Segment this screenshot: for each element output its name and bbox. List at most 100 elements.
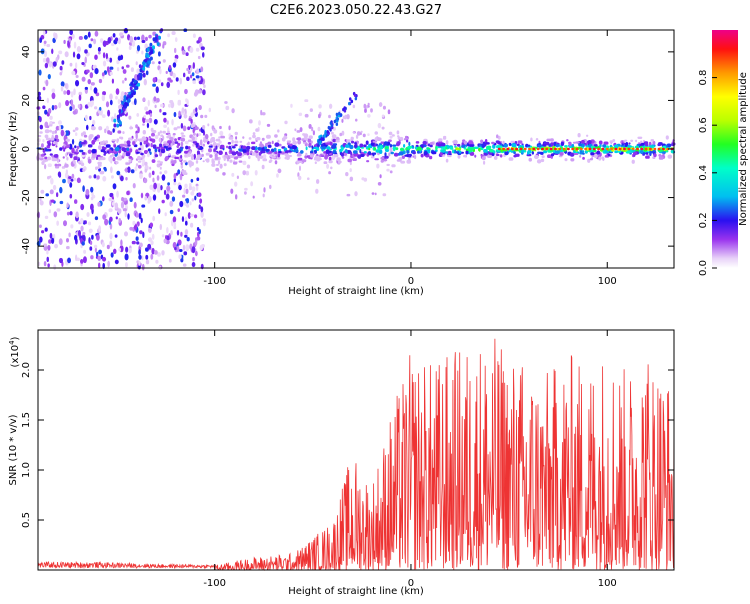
heatmap-cell (44, 62, 49, 69)
heatmap-cell (260, 109, 263, 116)
heatmap-cell (344, 149, 348, 152)
heatmap-cell (183, 160, 187, 163)
heatmap-cell (219, 125, 222, 130)
heatmap-cell (114, 37, 119, 42)
heatmap-cell (374, 131, 378, 135)
heatmap-cell (159, 151, 163, 157)
heatmap-cell (355, 118, 358, 122)
heatmap-cell (152, 45, 155, 50)
heatmap-cell (367, 102, 370, 106)
heatmap-cell (184, 88, 188, 95)
heatmap-cell (60, 81, 65, 87)
heatmap-cell (532, 147, 536, 151)
heatmap-cell (113, 248, 117, 254)
heatmap-cell (652, 140, 656, 145)
heatmap-cell (381, 126, 385, 130)
heatmap-cell (176, 149, 182, 154)
heatmap-cell (144, 106, 148, 111)
heatmap-cell (172, 62, 177, 68)
heatmap-cell (194, 89, 199, 96)
heatmap-cell (177, 89, 180, 95)
heatmap-cell (147, 243, 152, 250)
heatmap-cell (439, 152, 443, 156)
heatmap-cell (400, 160, 406, 164)
heatmap-cell (58, 124, 61, 131)
heatmap-cell (65, 100, 70, 107)
heatmap-cell (370, 108, 373, 113)
heatmap-cell (202, 220, 206, 227)
heatmap-cell (138, 147, 142, 151)
heatmap-cell (503, 143, 508, 148)
spectrogram-ytick-label: 0 (21, 146, 32, 152)
heatmap-cell (389, 144, 393, 148)
heatmap-cell (106, 244, 110, 250)
heatmap-cell (661, 147, 665, 151)
heatmap-cell (105, 125, 109, 131)
heatmap-cell (126, 144, 131, 147)
heatmap-cell (185, 52, 189, 56)
heatmap-cell (244, 187, 248, 191)
heatmap-cell (564, 158, 568, 162)
heatmap-cell (82, 185, 85, 192)
spectrogram-ticks: -100 0 100 -40 -20 0 20 40 (21, 30, 674, 287)
heatmap-cell (172, 216, 177, 223)
heatmap-cell (607, 153, 611, 157)
heatmap-cell (90, 100, 94, 106)
heatmap-cell (109, 66, 114, 70)
heatmap-cell (71, 33, 75, 39)
heatmap-cell (109, 216, 113, 222)
heatmap-cell (144, 196, 147, 201)
heatmap-cell (135, 212, 139, 218)
heatmap-cell (151, 233, 155, 240)
heatmap-cell (468, 140, 473, 145)
snr-xtick-label: 0 (408, 578, 414, 589)
heatmap-cell (143, 78, 147, 86)
heatmap-cell (69, 106, 73, 111)
heatmap-cell (106, 150, 110, 154)
heatmap-cell (137, 138, 142, 141)
heatmap-cell (445, 158, 449, 163)
heatmap-cell (195, 47, 200, 52)
heatmap-cell (555, 144, 560, 147)
heatmap-cell (62, 178, 66, 184)
heatmap-cell (296, 137, 300, 141)
heatmap-cell (172, 72, 176, 79)
heatmap-cell (116, 138, 119, 144)
heatmap-cell (101, 72, 105, 77)
heatmap-cell (283, 135, 288, 140)
heatmap-cell (192, 62, 195, 69)
heatmap-cell (53, 105, 58, 110)
heatmap-cell (200, 206, 204, 213)
heatmap-cell (138, 265, 141, 270)
spectrogram-xtick-label: 0 (408, 276, 414, 287)
heatmap-cell (167, 140, 172, 144)
heatmap-cell (116, 114, 120, 119)
heatmap-cell (246, 164, 251, 169)
heatmap-cell (151, 170, 155, 176)
heatmap-cell (269, 184, 272, 190)
heatmap-cell (254, 138, 260, 141)
heatmap-cell (483, 149, 488, 153)
heatmap-cell (147, 60, 151, 65)
heatmap-cell (463, 154, 467, 158)
heatmap-cell (352, 104, 356, 109)
heatmap-cell (166, 120, 169, 125)
heatmap-cell (54, 163, 58, 167)
heatmap-cell (314, 161, 317, 165)
heatmap-cell (59, 72, 63, 76)
heatmap-cell (252, 132, 256, 136)
heatmap-cell (242, 145, 247, 150)
heatmap-cell (145, 254, 149, 260)
heatmap-cell (192, 127, 195, 134)
heatmap-cell (129, 197, 133, 202)
heatmap-cell (362, 133, 366, 138)
heatmap-cell (666, 143, 672, 148)
heatmap-cell (219, 130, 224, 136)
heatmap-cell (118, 104, 122, 110)
heatmap-cell (262, 154, 267, 159)
heatmap-cell (45, 193, 49, 197)
heatmap-cell (228, 136, 234, 140)
heatmap-cell (166, 81, 171, 88)
heatmap-cell (98, 126, 103, 131)
heatmap-cell (183, 72, 186, 78)
